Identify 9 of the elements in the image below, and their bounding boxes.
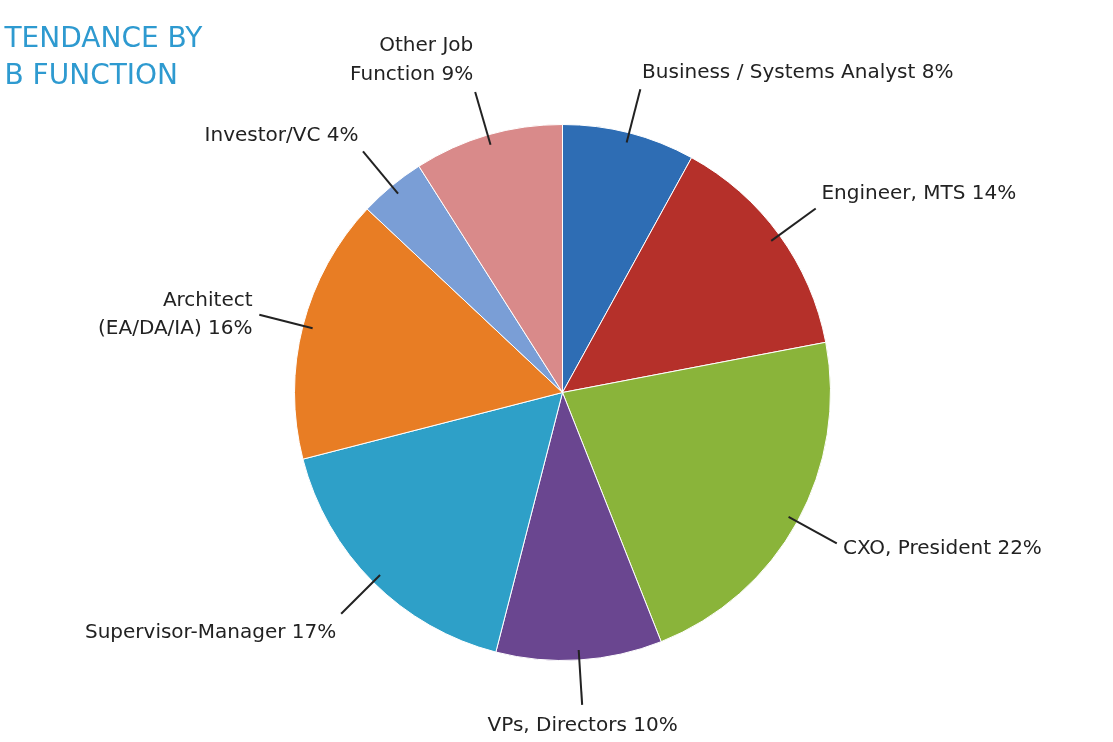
slice-label: CXO, President 22%: [842, 534, 1042, 559]
chart-title: TENDANCE BY B FUNCTION: [3, 20, 204, 92]
slice-label: Architect (EA/DA/IA) 16%: [98, 286, 253, 340]
slice-label: VPs, Directors 10%: [487, 711, 678, 736]
slice-label: Other Job Function 9%: [350, 32, 474, 86]
slice-label: Engineer, MTS 14%: [821, 180, 1017, 205]
slice-label: Supervisor-Manager 17%: [84, 618, 337, 643]
slice-label: Investor/VC 4%: [204, 121, 359, 146]
slice-label: Business / Systems Analyst 8%: [642, 58, 954, 83]
